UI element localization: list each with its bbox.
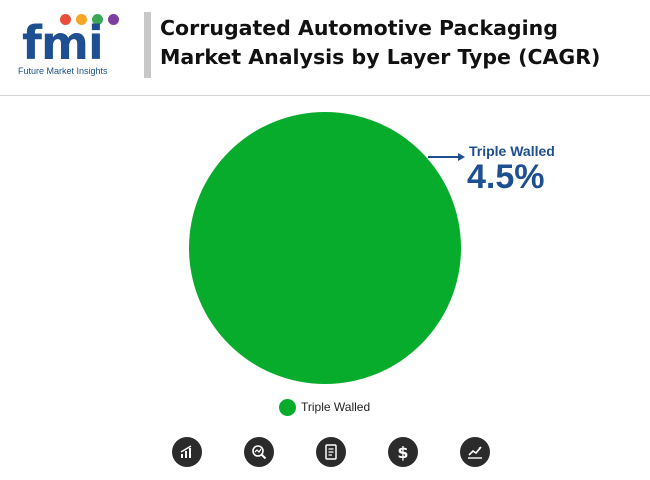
logo-dots <box>58 12 128 28</box>
magnifier-chart-icon[interactable] <box>244 437 274 467</box>
pie-chart <box>189 112 465 384</box>
fmi-logo[interactable]: fmi Future Market Insights <box>18 12 133 78</box>
logo-dot <box>76 14 87 25</box>
legend-swatch <box>279 399 296 416</box>
logo-tagline: Future Market Insights <box>18 66 108 76</box>
dollar-icon[interactable]: $ <box>388 437 418 467</box>
callout-series-name: Triple Walled <box>469 143 555 159</box>
logo-dot <box>92 14 103 25</box>
header-divider <box>0 95 650 96</box>
callout-arrow <box>428 153 465 161</box>
header: fmi Future Market Insights Corrugated Au… <box>0 0 650 95</box>
logo-wordmark: fmi <box>22 16 104 70</box>
trend-chart-icon[interactable] <box>460 437 490 467</box>
callout-value: 4.5% <box>467 158 545 196</box>
logo-dot <box>108 14 119 25</box>
bar-chart-icon[interactable] <box>172 437 202 467</box>
svg-text:$: $ <box>397 443 408 461</box>
pie-slice-triple-walled <box>189 112 461 384</box>
legend-label: Triple Walled <box>301 400 371 414</box>
logo-dot <box>60 14 71 25</box>
title-divider <box>144 12 151 78</box>
document-icon[interactable] <box>316 437 346 467</box>
chart-title: Corrugated Automotive Packaging Market A… <box>160 16 601 69</box>
